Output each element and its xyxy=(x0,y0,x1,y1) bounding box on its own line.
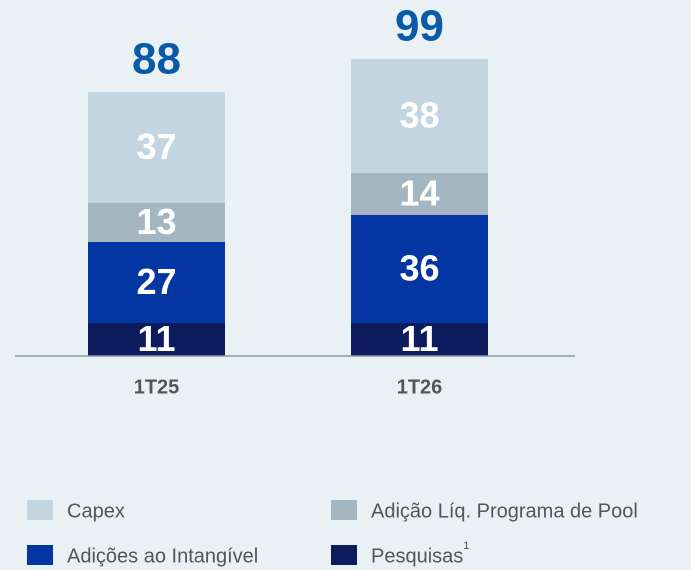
bar-segment xyxy=(351,323,488,356)
x-tick-label: 1T26 xyxy=(397,376,443,398)
bar-segment xyxy=(88,203,225,242)
x-tick-label: 1T25 xyxy=(134,376,180,398)
segment-label: 37 xyxy=(136,126,176,167)
legend-label: Adição Líq. Programa de Pool xyxy=(371,500,638,522)
legend-swatch xyxy=(27,545,53,565)
segment-label: 36 xyxy=(399,248,439,289)
bar-segment xyxy=(88,92,225,203)
segment-label: 27 xyxy=(136,261,176,302)
bar-segment xyxy=(351,173,488,215)
total-label: 88 xyxy=(132,35,181,84)
bar-segment xyxy=(88,323,225,356)
segment-label: 38 xyxy=(399,95,439,136)
bar-segment xyxy=(351,59,488,173)
legend-swatch xyxy=(27,500,53,520)
segment-label: 11 xyxy=(137,318,175,359)
segment-label: 13 xyxy=(136,201,176,242)
legend-swatch xyxy=(331,500,357,520)
bar-segment xyxy=(351,215,488,323)
legend-label: Adições ao Intangível xyxy=(67,545,258,567)
legend-label: Pesquisas xyxy=(371,545,463,567)
total-label: 99 xyxy=(395,2,444,51)
bar-segment xyxy=(88,242,225,323)
legend-footnote: 1 xyxy=(463,540,469,552)
segment-label: 11 xyxy=(400,318,438,359)
segment-label: 14 xyxy=(399,173,439,214)
legend-label: Capex xyxy=(67,500,125,522)
legend-swatch xyxy=(331,545,357,565)
